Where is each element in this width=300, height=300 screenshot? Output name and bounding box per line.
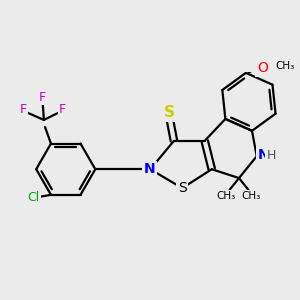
Text: N: N xyxy=(258,148,270,162)
Text: F: F xyxy=(39,91,46,104)
Text: CH₃: CH₃ xyxy=(241,191,260,201)
Text: Cl: Cl xyxy=(27,191,39,204)
Text: O: O xyxy=(257,61,268,75)
Text: N: N xyxy=(143,162,155,176)
Text: CH₃: CH₃ xyxy=(216,191,236,201)
Text: F: F xyxy=(59,103,66,116)
Text: F: F xyxy=(20,103,27,116)
Text: CH₃: CH₃ xyxy=(275,61,295,71)
Text: S: S xyxy=(178,181,187,195)
Text: S: S xyxy=(164,105,175,120)
Text: H: H xyxy=(267,148,276,161)
